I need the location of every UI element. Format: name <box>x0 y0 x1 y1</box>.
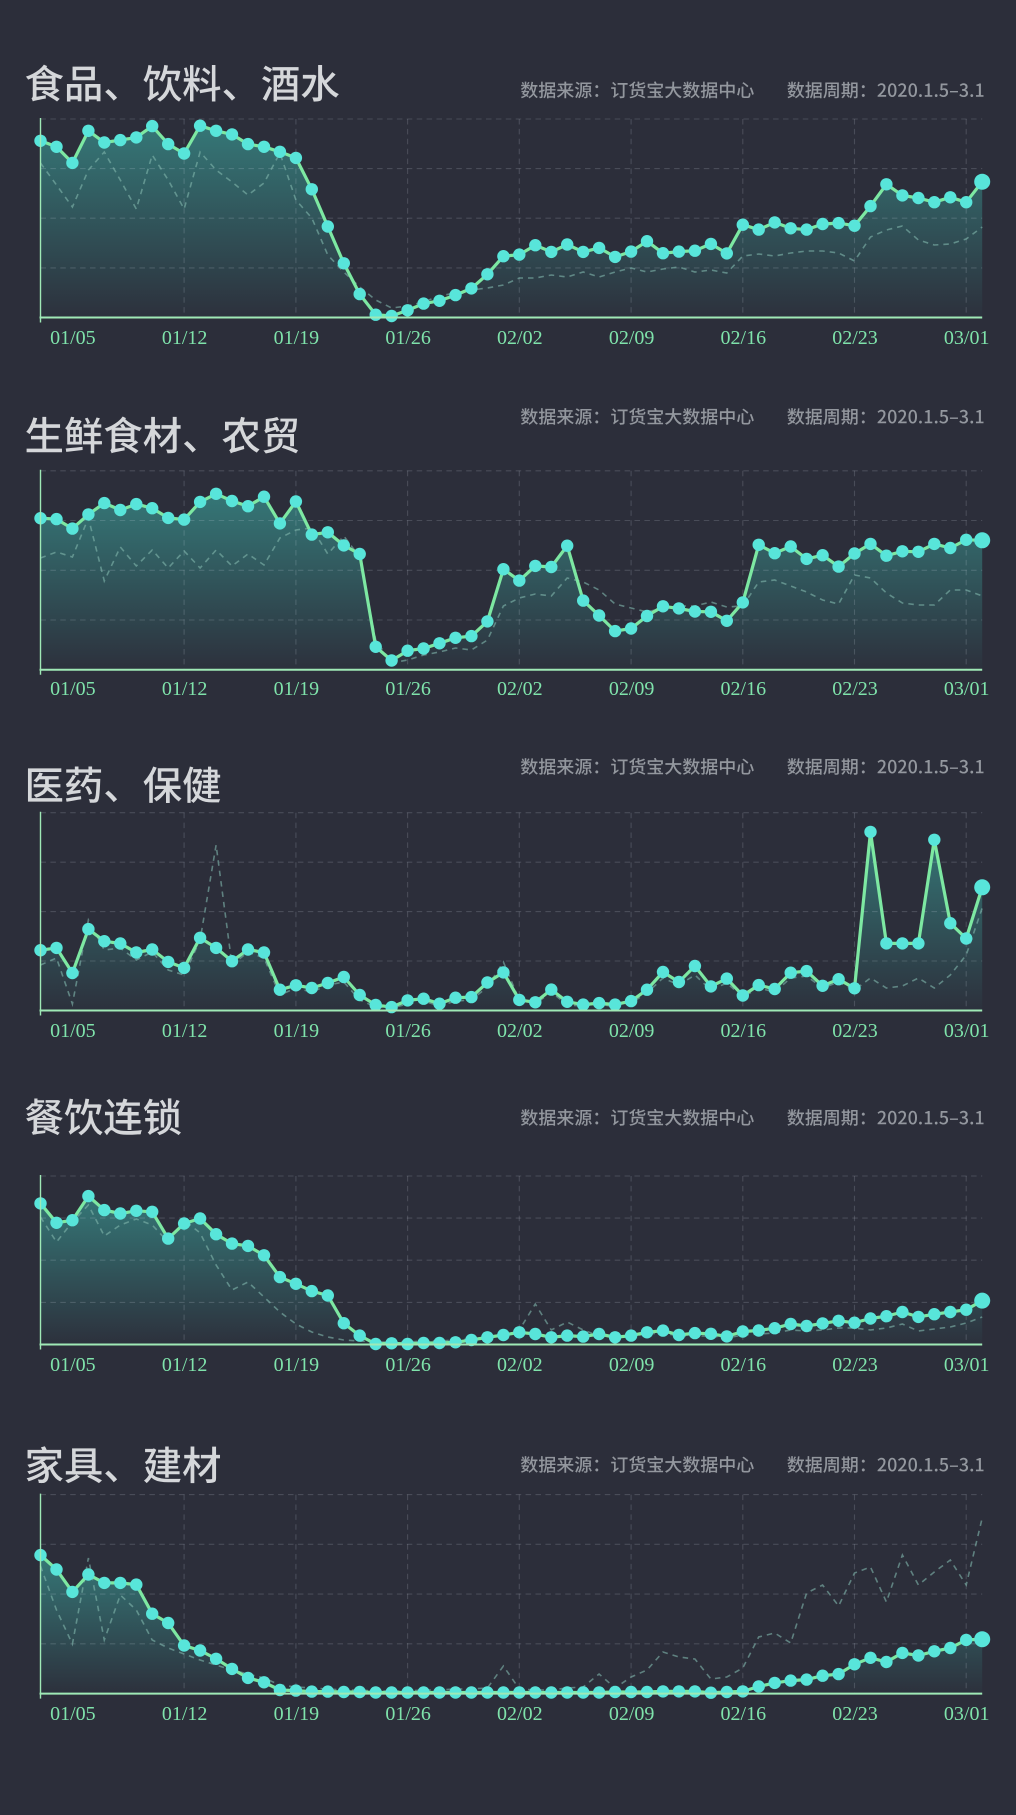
svg-text:03/01: 03/01 <box>944 678 990 700</box>
svg-text:02/09: 02/09 <box>609 327 655 349</box>
svg-text:02/09: 02/09 <box>609 1354 655 1376</box>
svg-text:01/26: 01/26 <box>385 1020 431 1042</box>
svg-text:01/19: 01/19 <box>274 1703 320 1725</box>
svg-text:02/02: 02/02 <box>497 1354 543 1376</box>
svg-text:02/02: 02/02 <box>497 678 543 700</box>
svg-text:03/01: 03/01 <box>944 1703 990 1725</box>
svg-text:02/23: 02/23 <box>832 678 878 700</box>
svg-text:02/16: 02/16 <box>721 1020 767 1042</box>
svg-text:02/02: 02/02 <box>497 1020 543 1042</box>
svg-text:01/26: 01/26 <box>385 327 431 349</box>
svg-text:02/09: 02/09 <box>609 1020 655 1042</box>
svg-text:03/01: 03/01 <box>944 327 990 349</box>
svg-text:01/05: 01/05 <box>50 678 96 700</box>
svg-text:01/12: 01/12 <box>162 1020 208 1042</box>
svg-text:02/16: 02/16 <box>721 678 767 700</box>
svg-text:01/05: 01/05 <box>50 1354 96 1376</box>
svg-text:02/23: 02/23 <box>832 327 878 349</box>
svg-text:02/09: 02/09 <box>609 678 655 700</box>
svg-text:01/12: 01/12 <box>162 678 208 700</box>
svg-text:01/26: 01/26 <box>385 1354 431 1376</box>
svg-text:02/16: 02/16 <box>721 1703 767 1725</box>
svg-text:01/05: 01/05 <box>50 327 96 349</box>
svg-text:03/01: 03/01 <box>944 1020 990 1042</box>
svg-text:01/19: 01/19 <box>274 1354 320 1376</box>
svg-text:01/05: 01/05 <box>50 1020 96 1042</box>
svg-text:01/19: 01/19 <box>274 327 320 349</box>
svg-text:03/01: 03/01 <box>944 1354 990 1376</box>
svg-text:01/12: 01/12 <box>162 327 208 349</box>
svg-text:01/12: 01/12 <box>162 1354 208 1376</box>
svg-text:02/23: 02/23 <box>832 1020 878 1042</box>
svg-text:02/09: 02/09 <box>609 1703 655 1725</box>
svg-text:01/26: 01/26 <box>385 678 431 700</box>
svg-text:02/16: 02/16 <box>721 1354 767 1376</box>
svg-text:01/19: 01/19 <box>274 1020 320 1042</box>
svg-text:02/02: 02/02 <box>497 327 543 349</box>
svg-text:02/23: 02/23 <box>832 1354 878 1376</box>
svg-text:01/12: 01/12 <box>162 1703 208 1725</box>
svg-text:02/02: 02/02 <box>497 1703 543 1725</box>
svg-text:02/23: 02/23 <box>832 1703 878 1725</box>
svg-text:01/26: 01/26 <box>385 1703 431 1725</box>
svg-text:02/16: 02/16 <box>721 327 767 349</box>
svg-text:01/05: 01/05 <box>50 1703 96 1725</box>
svg-text:01/19: 01/19 <box>274 678 320 700</box>
